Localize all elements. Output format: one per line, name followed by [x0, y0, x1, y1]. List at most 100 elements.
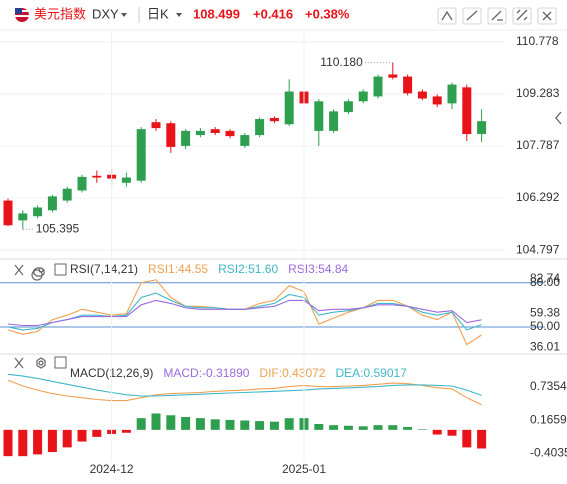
panel-title: RSI(7,14,21): [70, 262, 138, 276]
y-tick-label: 106.292: [516, 190, 560, 204]
toolbar[interactable]: [437, 7, 557, 25]
dropdown-caret[interactable]: [176, 13, 182, 17]
candle-body: [33, 207, 43, 217]
candle-body: [373, 76, 383, 97]
histogram-bar: [181, 417, 191, 430]
dropdown-caret[interactable]: [121, 13, 127, 17]
candle-body: [284, 91, 294, 125]
candle-body: [47, 196, 57, 211]
candle-body: [181, 130, 191, 146]
series-line: [7, 379, 482, 406]
histogram-bar: [432, 429, 442, 435]
candle-body: [166, 123, 176, 147]
histogram-bar: [62, 429, 72, 448]
histogram-bar: [92, 429, 102, 437]
legend-entry: DIF:0.43072: [259, 366, 325, 380]
high-annotation: 110.180: [320, 55, 363, 69]
y-tick-label: 59.38: [530, 305, 560, 319]
candle-body: [225, 130, 235, 137]
histogram-bar: [388, 425, 398, 430]
legend-entry: RSI3:54.84: [288, 262, 348, 276]
histogram-bar: [210, 419, 220, 430]
histogram-bar: [166, 415, 176, 430]
histogram-bar: [329, 425, 339, 430]
flag-icon: [15, 8, 29, 22]
histogram-bar: [33, 429, 43, 455]
y-tick-label: 82.74: [530, 271, 560, 285]
panel-checkbox[interactable]: [54, 356, 67, 369]
legend-entry: DEA:0.59017: [335, 366, 407, 380]
histogram-bar: [373, 425, 383, 430]
candle-body: [210, 129, 220, 133]
series-line: [7, 373, 482, 397]
candle-body: [343, 101, 353, 113]
index-name[interactable]: 美元指数: [34, 6, 86, 21]
candle-body: [447, 84, 457, 104]
histogram-bar: [358, 426, 368, 430]
histogram-bar: [18, 429, 28, 457]
y-tick-label: 36.01: [530, 340, 560, 354]
collapse-arrow[interactable]: [555, 111, 562, 125]
candle-body: [3, 200, 13, 226]
histogram-bar: [447, 429, 457, 436]
y-tick-label: 107.787: [516, 138, 560, 152]
candle-body: [62, 188, 72, 201]
y-tick-label: 110.778: [516, 34, 559, 48]
candle-body: [195, 130, 205, 136]
histogram-bar: [255, 421, 265, 430]
y-tick-label: -0.40358: [530, 446, 567, 460]
period[interactable]: 日K: [147, 6, 169, 21]
candle-body: [388, 74, 398, 78]
candle-body: [18, 213, 28, 221]
histogram-bar: [462, 429, 472, 448]
legend-entry: RSI2:51.60: [218, 262, 278, 276]
candle-body: [462, 87, 472, 135]
histogram-bar: [343, 425, 353, 430]
histogram-bar: [477, 429, 487, 449]
low-annotation: 105.395: [36, 221, 80, 235]
price: 108.499: [193, 6, 240, 21]
candle-body: [240, 135, 250, 146]
guide-label: 50.00: [530, 319, 560, 333]
candle-body: [358, 91, 368, 102]
histogram-bar: [403, 426, 413, 430]
candle-body: [403, 76, 413, 94]
series-line: [7, 299, 482, 327]
change: +0.416: [253, 6, 293, 21]
histogram-bar: [269, 421, 279, 430]
candle-body: [77, 176, 87, 191]
y-tick-label: 104.797: [516, 242, 560, 256]
candle-body: [269, 118, 279, 122]
histogram-bar: [284, 418, 294, 430]
histogram-bar: [417, 429, 427, 430]
histogram-bar: [3, 429, 13, 457]
candle-body: [92, 175, 102, 178]
histogram-bar: [240, 420, 250, 430]
candle-body: [314, 101, 324, 131]
histogram-bar: [314, 424, 324, 430]
candle-body: [432, 96, 442, 105]
x-tick-label: 2024-12: [90, 462, 134, 476]
histogram-bar: [151, 413, 161, 430]
candle-body: [136, 129, 146, 181]
panel-checkbox[interactable]: [54, 263, 67, 276]
symbol[interactable]: DXY: [92, 6, 119, 21]
histogram-bar: [225, 419, 235, 430]
y-tick-label: 109.283: [516, 86, 560, 100]
legend-entry: RSI1:44.55: [148, 262, 208, 276]
histogram-bar: [121, 429, 131, 433]
candle-body: [417, 91, 427, 99]
histogram-bar: [47, 429, 57, 453]
histogram-bar: [77, 429, 87, 442]
legend-entry: MACD:-0.31890: [163, 366, 249, 380]
histogram-bar: [136, 418, 146, 430]
candle-body: [151, 122, 161, 129]
panel-icons[interactable]: [14, 264, 46, 369]
y-tick-label: 0.73543: [530, 379, 567, 393]
change-pct: +0.38%: [305, 6, 350, 21]
y-tick-label: 0.16592: [530, 412, 567, 426]
x-tick-label: 2025-01: [282, 462, 326, 476]
histogram-bar: [195, 418, 205, 430]
